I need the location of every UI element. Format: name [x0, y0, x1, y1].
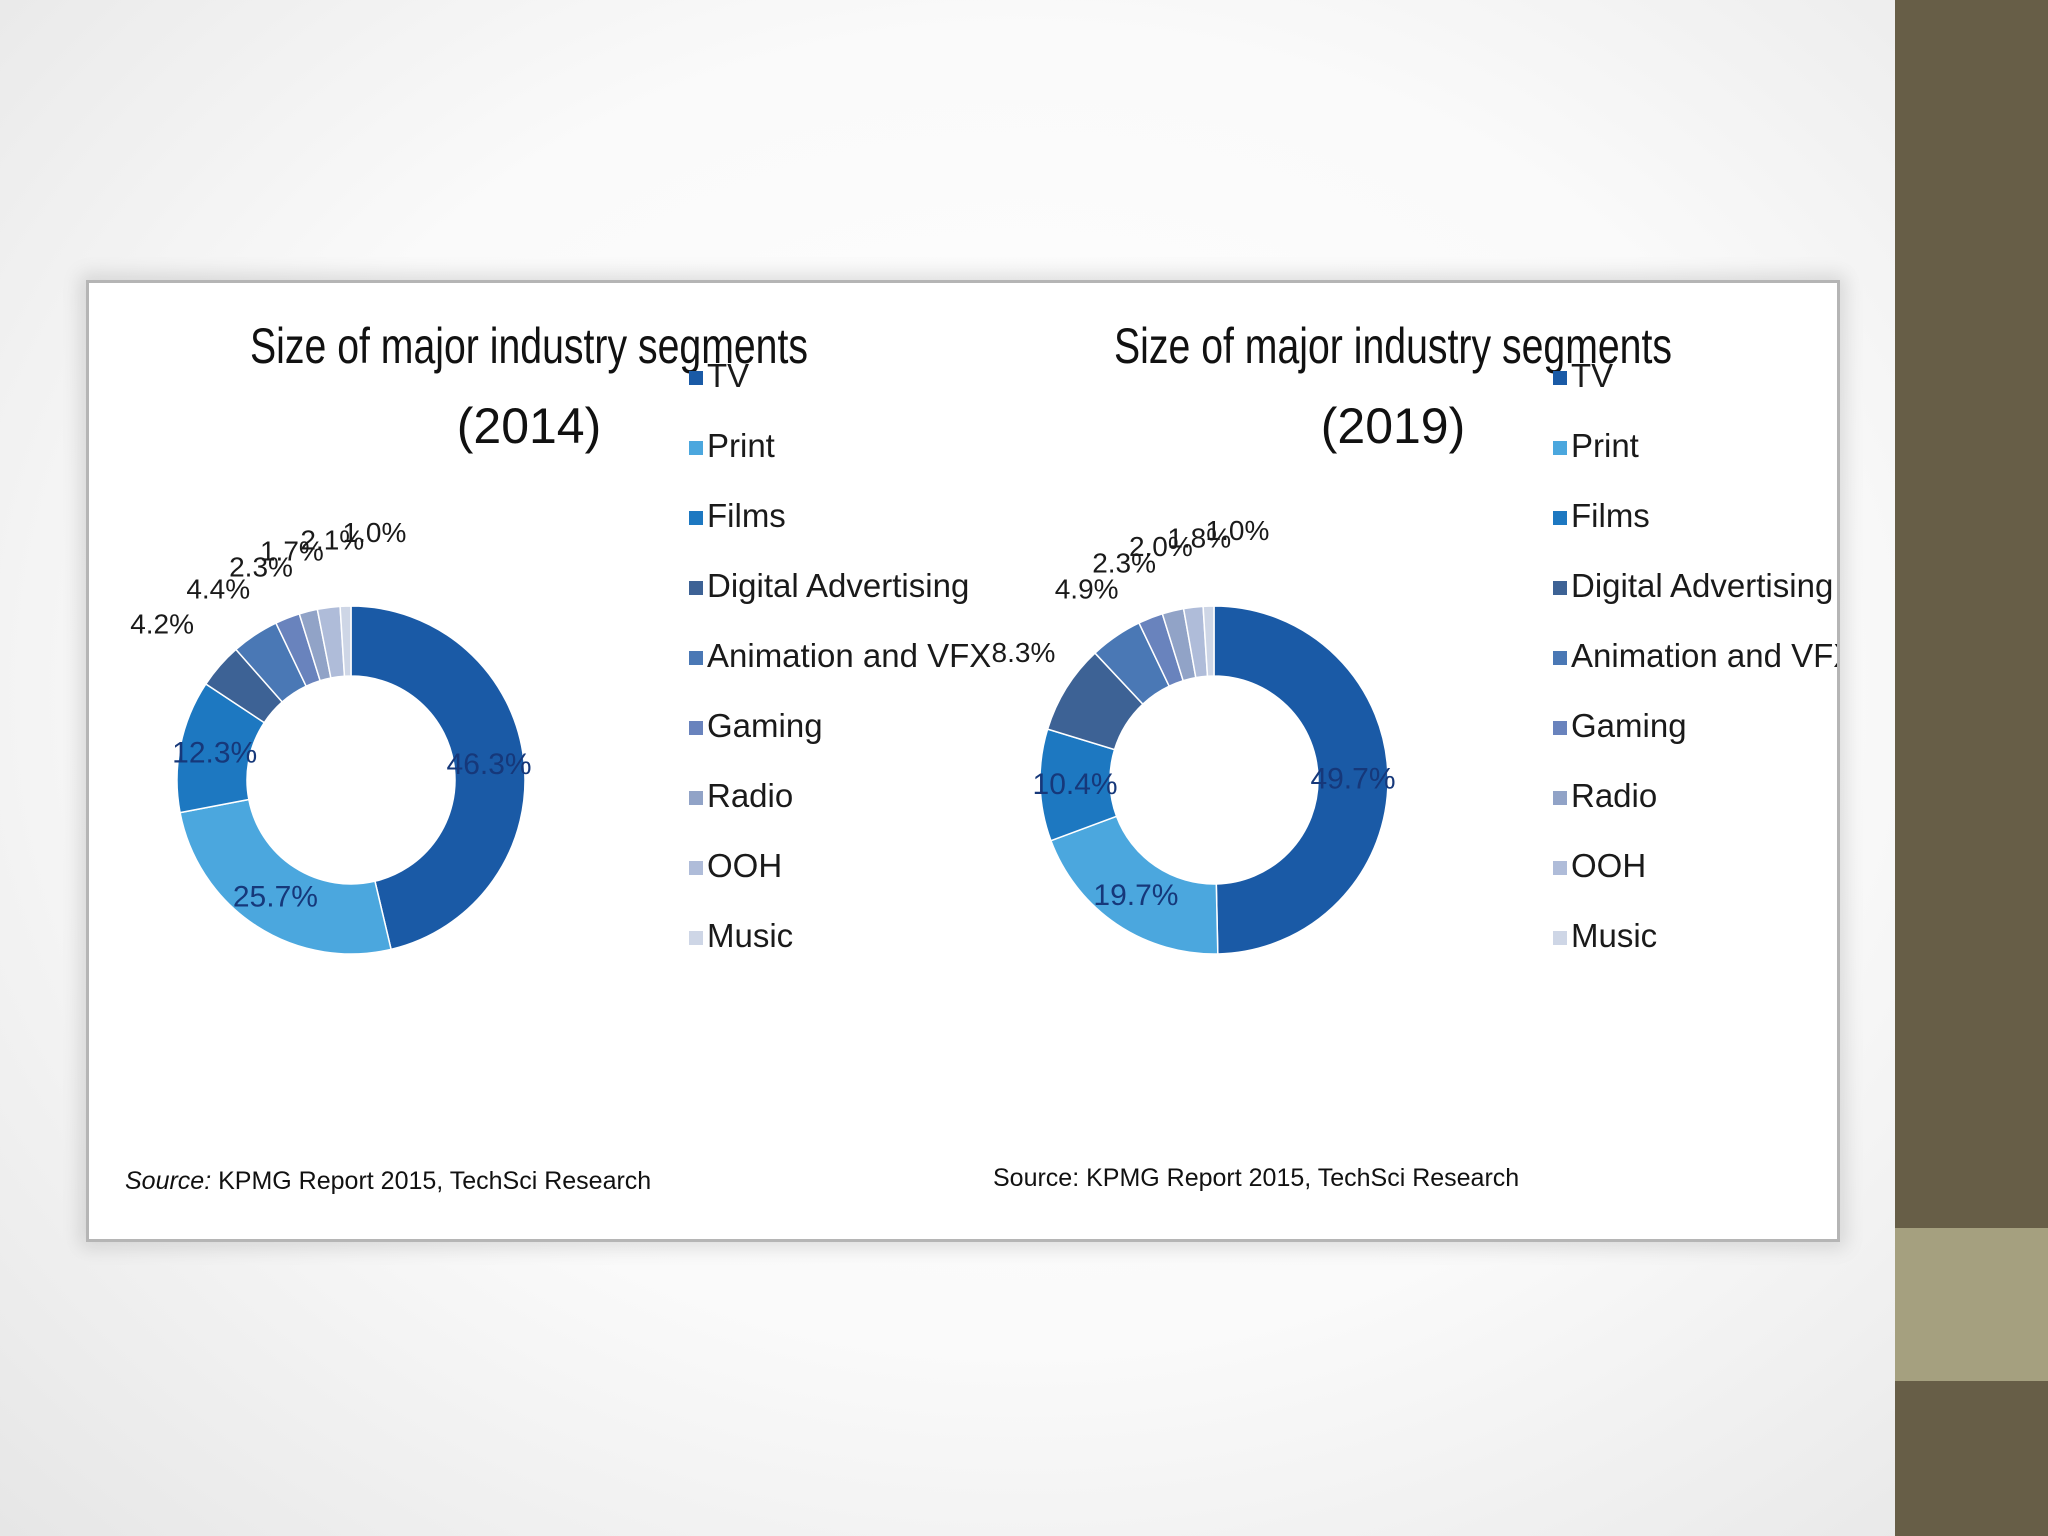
legend-label: TV [1571, 357, 1613, 394]
data-label: 46.3% [447, 748, 532, 781]
sidebar-dark-panel [1895, 0, 2048, 1228]
legend-swatch [1553, 861, 1567, 875]
chart-2014-source: Source: KPMG Report 2015, TechSci Resear… [125, 1167, 651, 1195]
legend-swatch [1553, 721, 1567, 735]
chart-2014: Size of major industry segments (2014) 4… [125, 318, 991, 1195]
legend-swatch [689, 371, 703, 385]
data-label: 2.3% [229, 551, 293, 582]
legend-label: Print [707, 427, 775, 464]
legend-label: Gaming [1571, 707, 1687, 744]
legend-swatch [689, 721, 703, 735]
data-label: 2.0% [1129, 531, 1193, 562]
legend-swatch [1553, 581, 1567, 595]
data-label: 1.8% [1167, 522, 1231, 553]
legend-swatch [1553, 651, 1567, 665]
legend-label: Animation and VFX [1571, 637, 1837, 674]
legend-swatch [689, 581, 703, 595]
chart-2014-source-text: KPMG Report 2015, TechSci Research [211, 1167, 651, 1195]
legend-swatch [1553, 791, 1567, 805]
data-label: 8.3% [992, 637, 1056, 668]
legend-label: Digital Advertising [707, 567, 969, 604]
legend-label: Digital Advertising [1571, 567, 1833, 604]
chart-2019-donut: 49.7% 19.7% 10.4% 8.3% 4.9%2.3%2.0%1.8%1.0% [992, 515, 1396, 955]
chart-2014-legend: TV Print Films Digital Advertising Animation… [689, 357, 991, 954]
chart-2014-year: (2014) [457, 398, 602, 454]
data-label: 1.7% [260, 535, 324, 566]
chart-2019-source-text: Source: KPMG Report 2015, TechSci Resear… [993, 1164, 1519, 1192]
legend-swatch [689, 441, 703, 455]
donut-slice-print [179, 798, 392, 955]
chart-2019-title: Size of major industry segments [1114, 318, 1672, 374]
legend-label: Radio [1571, 777, 1657, 814]
chart-2019: Size of major industry segments (2019) 4… [992, 318, 1837, 1192]
legend-swatch [1553, 511, 1567, 525]
legend-label: Music [1571, 917, 1657, 954]
legend-swatch [689, 791, 703, 805]
legend-label: Music [707, 917, 793, 954]
donut-slice-tv [350, 605, 526, 951]
legend-swatch [1553, 441, 1567, 455]
data-label: 2.3% [1092, 547, 1156, 578]
data-label: 4.4% [186, 574, 250, 605]
data-label: 1.0% [343, 517, 407, 548]
legend-label: Films [707, 497, 786, 534]
data-label: 1.0% [1206, 515, 1270, 546]
legend-swatch [689, 511, 703, 525]
legend-swatch [689, 931, 703, 945]
legend-swatch [689, 651, 703, 665]
sidebar-dark-panel-bottom [1895, 1381, 2048, 1536]
data-label: 25.7% [233, 881, 318, 914]
chart-2014-source-prefix: Source: [125, 1167, 211, 1195]
chart-2019-source: Source: KPMG Report 2015, TechSci Resear… [993, 1164, 1519, 1192]
data-label: 12.3% [172, 737, 257, 770]
sidebar-accent-panel [1895, 1228, 2048, 1381]
chart-2019-legend: TV Print Films Digital Advertising Animation… [1553, 357, 1837, 954]
chart-2014-donut: 46.3% 25.7% 12.3% 4.2%4.4%2.3%1.7%2.1%1.0% [130, 517, 532, 955]
legend-label: Animation and VFX [707, 637, 991, 674]
legend-swatch [1553, 931, 1567, 945]
charts-canvas: Size of major industry segments (2014) 4… [125, 318, 1837, 1195]
data-label: 4.2% [130, 608, 194, 639]
data-label: 19.7% [1093, 879, 1178, 912]
legend-swatch [689, 861, 703, 875]
donut-slice-tv [1213, 605, 1389, 955]
legend-label: OOH [707, 847, 782, 884]
legend-label: TV [707, 357, 749, 394]
data-label: 49.7% [1310, 762, 1395, 795]
legend-label: Gaming [707, 707, 823, 744]
chart-image-frame: Size of major industry segments (2014) 4… [86, 280, 1840, 1242]
donut-slice-music [339, 605, 352, 678]
chart-2019-year: (2019) [1321, 398, 1466, 454]
legend-label: OOH [1571, 847, 1646, 884]
legend-swatch [1553, 371, 1567, 385]
legend-label: Print [1571, 427, 1639, 464]
data-label: 4.9% [1055, 573, 1119, 604]
legend-label: Films [1571, 497, 1650, 534]
data-label: 10.4% [1033, 768, 1118, 801]
data-label: 2.1% [300, 525, 364, 556]
chart-2014-title: Size of major industry segments [250, 318, 808, 374]
legend-label: Radio [707, 777, 793, 814]
donut-slice-music [1202, 605, 1215, 678]
